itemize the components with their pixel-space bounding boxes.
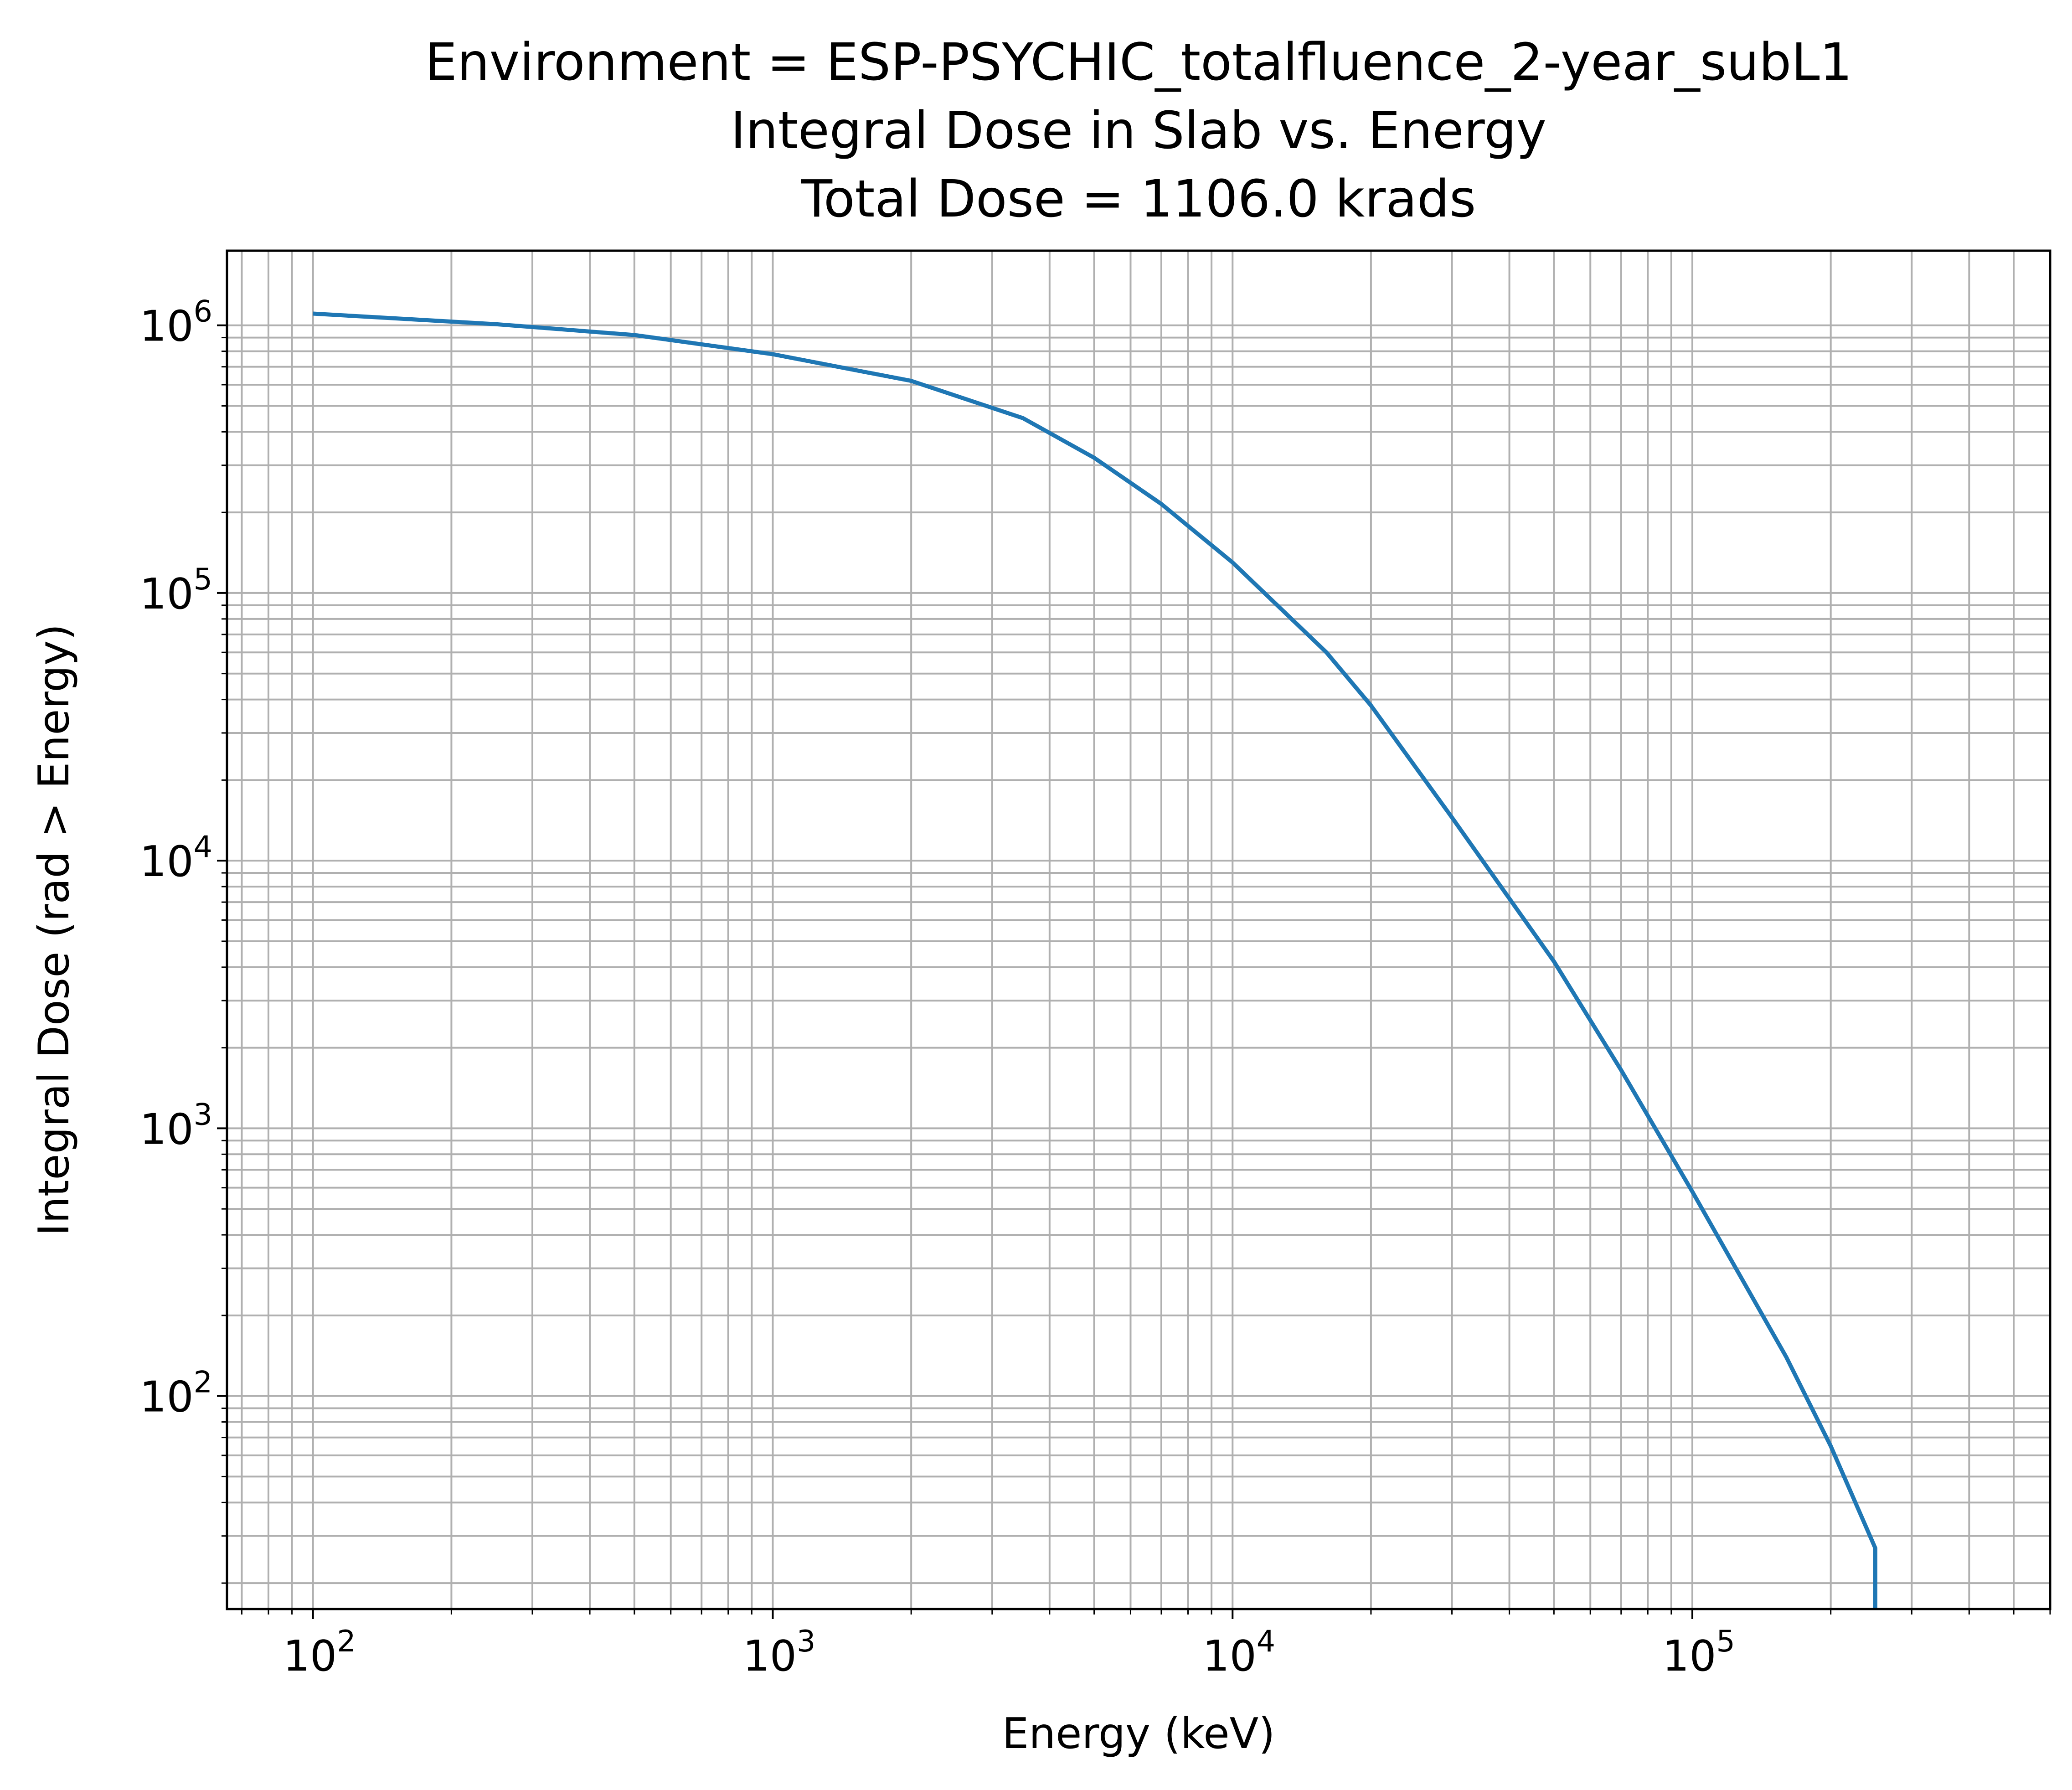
y-tick-label: 104 <box>139 830 212 886</box>
series-layer <box>313 311 1877 1609</box>
x-axis-label: Energy (keV) <box>1002 1709 1275 1758</box>
y-tick-label: 105 <box>139 562 212 619</box>
ticks: 102 103 104 105 102 103 104 105 106 <box>139 295 2051 1681</box>
title-line-1: Environment = ESP-PSYCHIC_totalfluence_2… <box>425 33 1852 92</box>
x-tick-label: 102 <box>283 1625 356 1681</box>
plot-area-frame <box>226 249 2051 1610</box>
series-line <box>313 311 1877 1609</box>
y-axis-label: Integral Dose (rad > Energy) <box>29 624 78 1236</box>
y-tick-label: 103 <box>139 1098 212 1154</box>
chart-title: Environment = ESP-PSYCHIC_totalfluence_2… <box>425 33 1852 229</box>
x-tick-label: 104 <box>1202 1625 1275 1681</box>
y-tick-label: 102 <box>139 1366 212 1422</box>
x-tick-label: 105 <box>1662 1625 1735 1681</box>
y-tick-label: 106 <box>139 295 212 351</box>
title-line-3: Total Dose = 1106.0 krads <box>801 170 1476 229</box>
x-tick-label: 103 <box>743 1625 816 1681</box>
grid <box>227 251 2051 1609</box>
title-line-2: Integral Dose in Slab vs. Energy <box>731 101 1546 160</box>
